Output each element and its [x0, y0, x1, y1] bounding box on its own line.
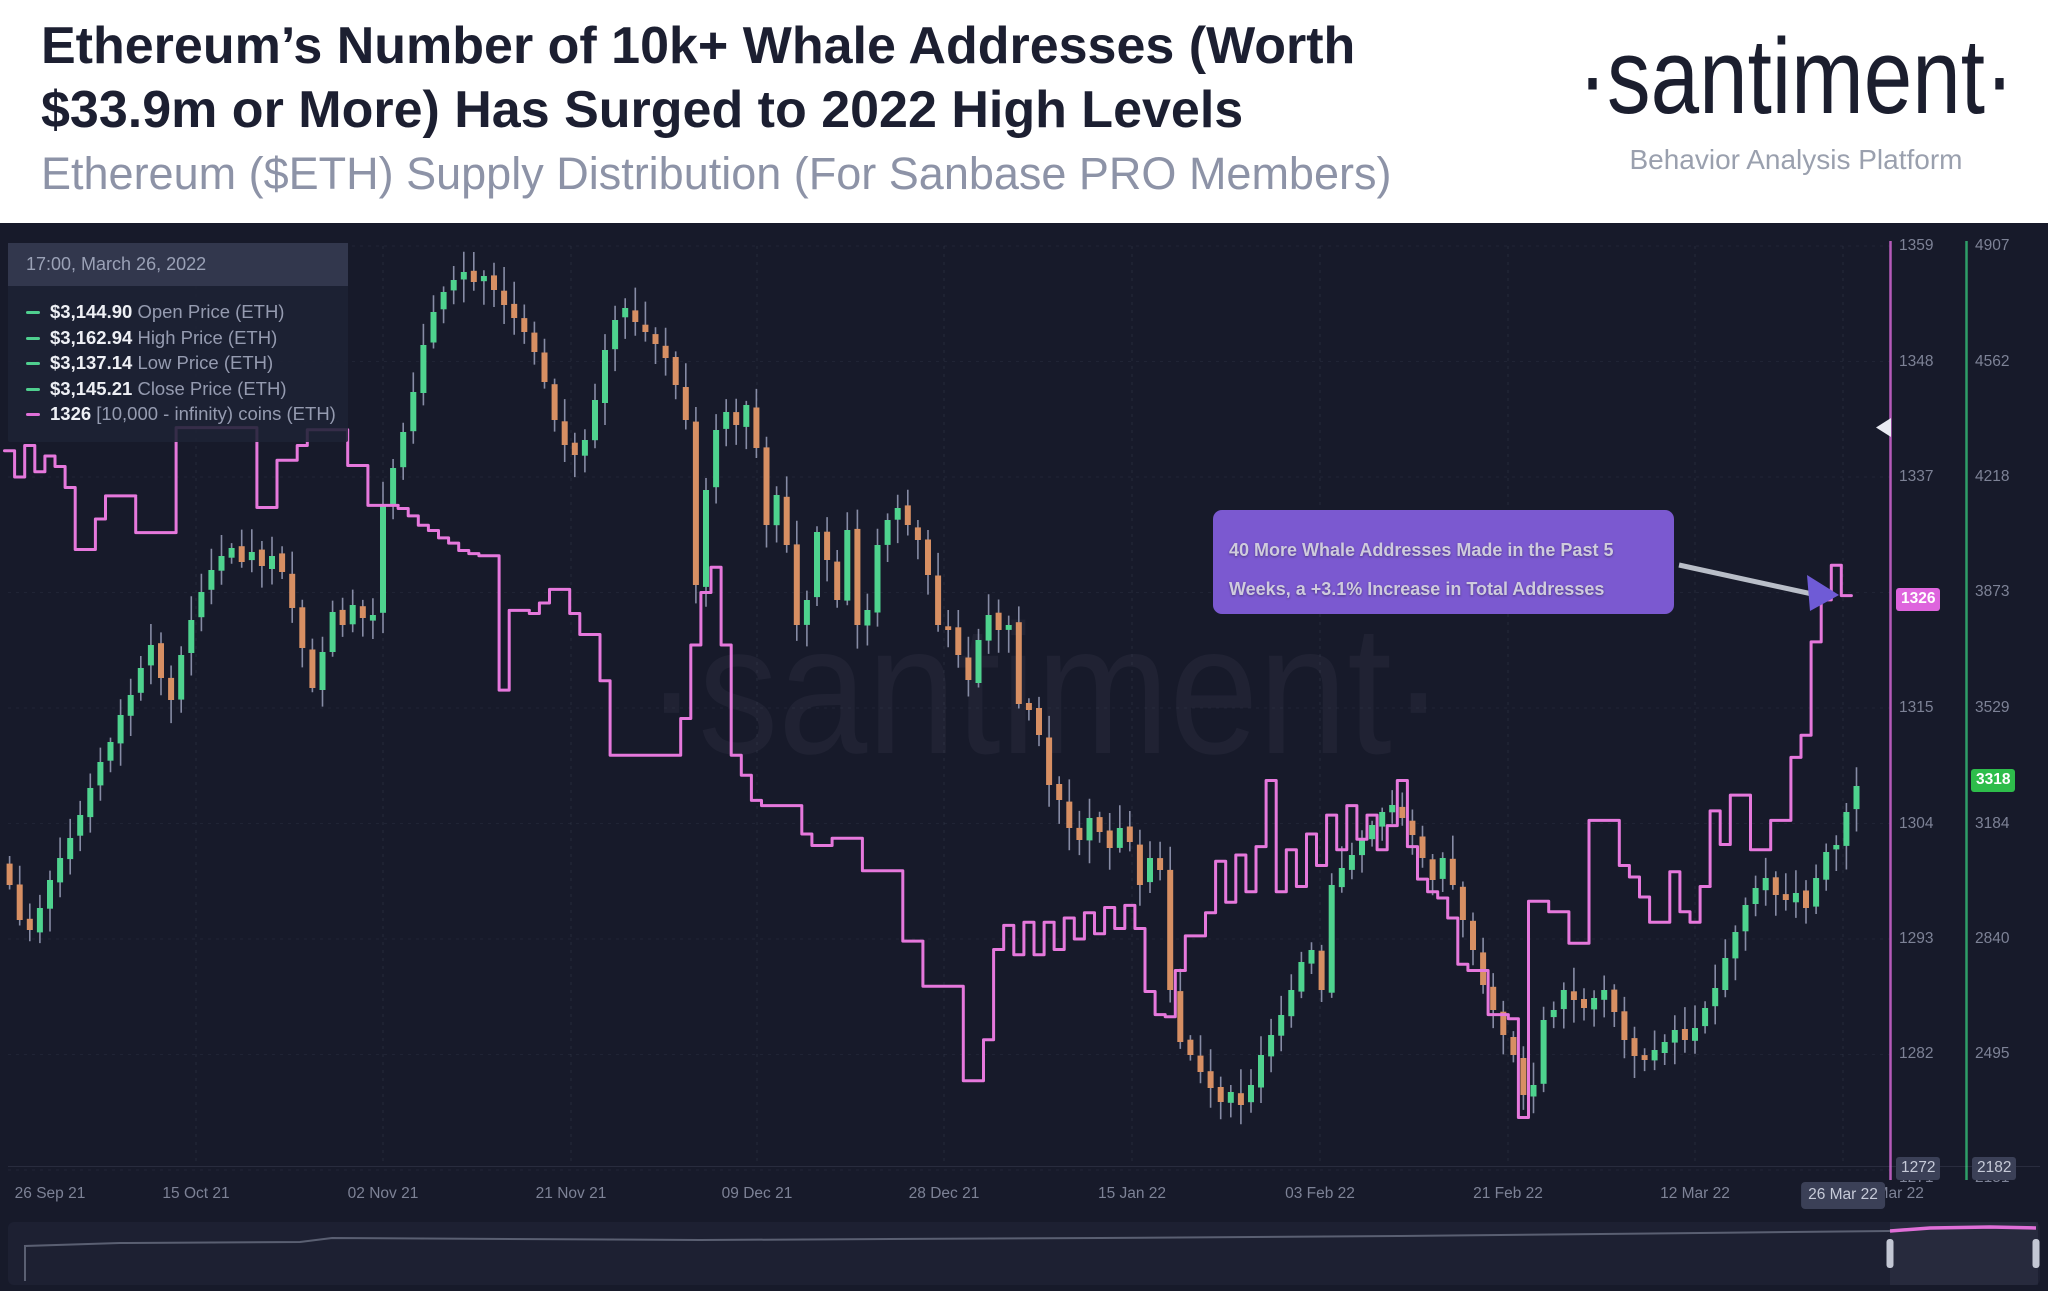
svg-text:·santiment·: ·santiment· — [1578, 18, 2014, 136]
svg-text:·santiment·: ·santiment· — [645, 586, 1445, 792]
